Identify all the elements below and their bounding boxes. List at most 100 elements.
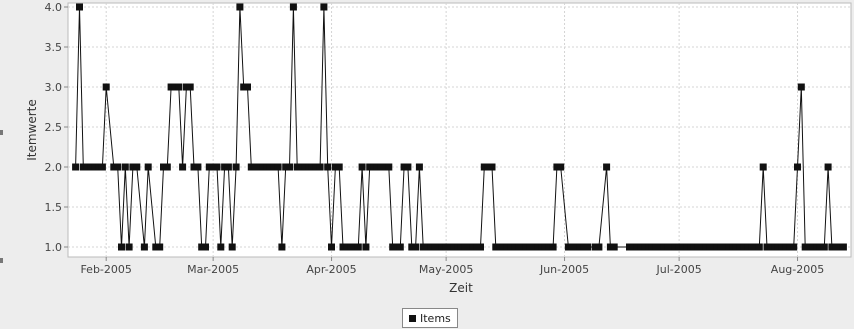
x-axis-title: Zeit [449,281,473,295]
data-point [389,243,397,251]
data-point [759,163,767,171]
data-point [331,163,339,171]
data-point [362,243,370,251]
data-point [91,163,99,171]
data-point [629,243,637,251]
x-tick-label: May-2005 [419,263,474,276]
data-point [488,163,496,171]
data-point [259,163,267,171]
data-point [774,243,782,251]
data-point [328,243,335,251]
data-point [767,243,775,251]
data-point [503,243,511,251]
data-point [255,163,263,171]
data-point [156,243,164,251]
data-point [721,243,729,251]
data-point [732,243,740,251]
data-point [465,243,473,251]
data-point [748,243,756,251]
data-point [175,83,183,91]
x-tick-label: Mar-2005 [187,263,239,276]
data-point [297,163,305,171]
data-point [393,243,400,251]
data-point [412,243,420,251]
data-point [461,243,469,251]
data-point [76,3,83,11]
data-point [805,243,813,251]
y-tick-label: 1.5 [45,201,63,214]
data-point [515,243,523,251]
data-point [301,163,309,171]
data-point [584,243,591,251]
data-point [557,163,565,171]
data-point [83,163,91,171]
data-point [519,243,526,251]
data-point [266,163,274,171]
data-point [423,243,431,251]
data-point [660,243,668,251]
data-point [118,243,125,251]
data-point [198,243,206,251]
data-point [427,243,435,251]
data-point [675,243,683,251]
data-point [335,163,343,171]
data-point [610,243,618,251]
data-point [683,243,691,251]
data-point [545,243,553,251]
data-point [278,243,286,251]
data-point [820,243,828,251]
data-point [354,243,362,251]
y-tick-label: 3.5 [45,41,63,54]
data-point [480,163,488,171]
data-point [522,243,530,251]
data-point [797,83,805,91]
y-tick-label: 1.0 [45,241,63,254]
data-point [205,163,213,171]
data-point [664,243,672,251]
data-point [706,243,714,251]
data-point [419,243,427,251]
data-point [633,243,641,251]
data-point [404,163,412,171]
data-point [351,243,358,251]
data-point [431,243,439,251]
data-point [595,243,603,251]
data-point [289,3,297,11]
data-point [140,243,148,251]
data-point [87,163,95,171]
data-point [182,83,190,91]
data-point [690,243,698,251]
data-point [316,163,324,171]
legend-swatch-icon [409,314,416,322]
data-point [755,243,763,251]
legend-label: Items [420,311,451,325]
y-axis-title: Itemwerte [25,99,39,161]
data-point [160,163,167,171]
data-point [347,243,355,251]
data-point [217,243,225,251]
data-point [373,163,381,171]
data-point [224,163,232,171]
data-point [167,83,175,91]
data-point [244,83,251,91]
data-point [725,243,733,251]
y-tick-label: 4.0 [45,1,63,14]
data-point [679,243,687,251]
data-point [194,163,202,171]
data-point [816,243,824,251]
y-tick-label: 3.0 [45,81,63,94]
data-point [729,243,737,251]
data-point [626,243,633,251]
data-point [228,243,236,251]
data-point [763,243,771,251]
data-point [358,163,366,171]
x-tick-label: Aug-2005 [771,263,824,276]
data-point [603,163,611,171]
data-point [740,243,748,251]
data-point [572,243,580,251]
data-point [702,243,710,251]
data-point [564,243,572,251]
x-tick-label: Feb-2005 [80,263,131,276]
data-point [648,243,656,251]
